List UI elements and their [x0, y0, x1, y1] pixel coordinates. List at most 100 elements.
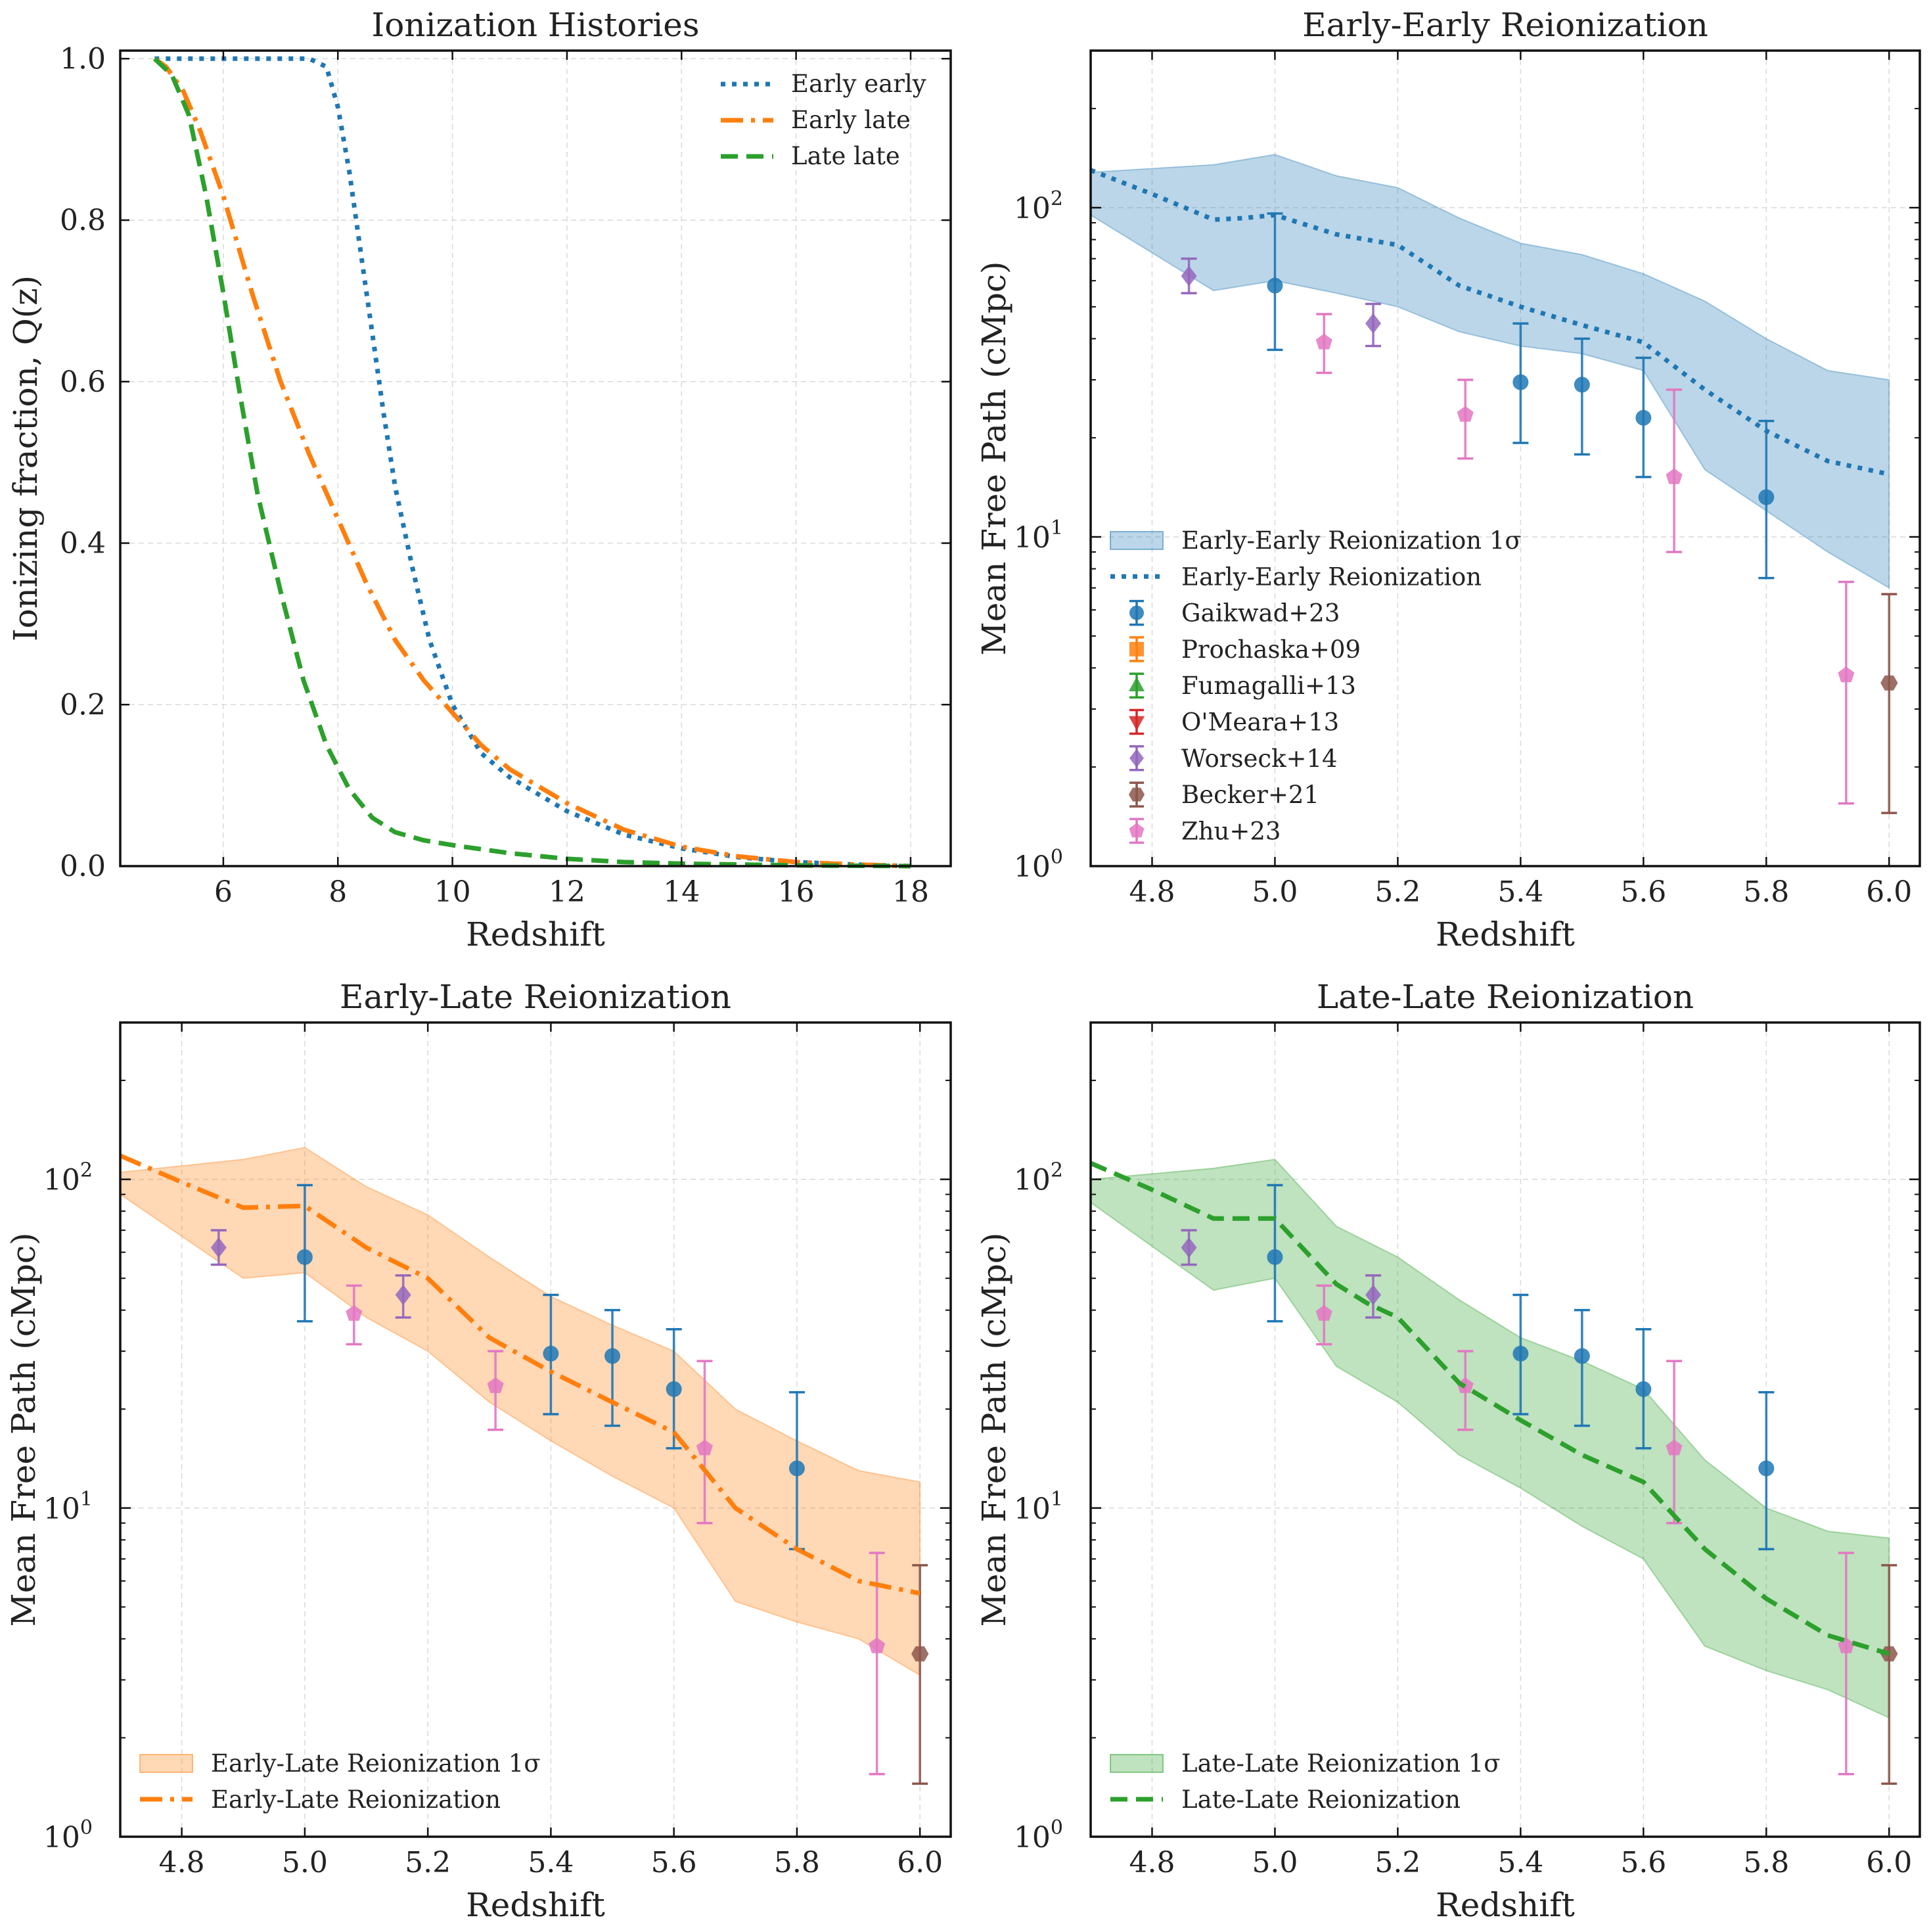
data-point-zhu-23	[696, 1360, 713, 1525]
y-tick-label: 0.8	[60, 204, 106, 237]
marker	[1838, 666, 1855, 683]
legend-marker	[1128, 677, 1145, 691]
data-point-worseck-14	[210, 1229, 227, 1266]
series-line	[153, 57, 911, 869]
data-point-worseck-14	[1365, 302, 1382, 348]
legend-swatch	[1110, 1754, 1164, 1773]
marker	[1315, 1305, 1332, 1321]
y-tick-label: 101	[1014, 517, 1063, 555]
legend-entry: Gaikwad+23	[1129, 599, 1340, 628]
marker	[543, 1345, 559, 1362]
marker	[1666, 1439, 1683, 1456]
legend-label: Late-Late Reionization	[1181, 1785, 1461, 1814]
x-tick-label: 6.0	[897, 1846, 943, 1879]
marker	[869, 1637, 886, 1653]
data-point-zhu-23	[487, 1350, 504, 1431]
panel-p3: 4.8 5.0 5.2 5.4 5.6 5.8 6.0100101102Early-Late…	[5, 978, 952, 1924]
legend-label: Early-Early Reionization	[1181, 563, 1482, 591]
x-tick-label: 4.8	[1129, 875, 1175, 909]
legend-label: Late-Late Reionization 1σ	[1181, 1749, 1501, 1778]
data-point-gaikwad-23	[1267, 1184, 1283, 1323]
marker	[1181, 265, 1197, 287]
marker	[1635, 409, 1652, 426]
y-tick-exponent: 1	[1051, 1488, 1063, 1511]
x-tick-label: 5.6	[651, 1846, 697, 1879]
data-point-gaikwad-23	[296, 1184, 313, 1323]
y-tick-label: 1.0	[60, 42, 106, 76]
marker	[1758, 489, 1775, 505]
x-tick-label: 5.4	[1497, 1846, 1543, 1879]
y-tick-exponent: 0	[1051, 846, 1063, 869]
x-tick-label: 5.0	[1252, 875, 1298, 909]
x-tick-label: 18	[892, 875, 929, 909]
data-point-zhu-23	[1315, 1284, 1332, 1346]
x-tick-label: 5.2	[405, 1846, 451, 1879]
data-point-zhu-23	[1666, 388, 1683, 553]
y-tick-exponent: 1	[80, 1488, 93, 1511]
y-tick-base: 10	[43, 1164, 80, 1197]
legend-label: Worseck+14	[1181, 745, 1338, 773]
y-tick-base: 10	[1014, 192, 1051, 225]
legend: Early-Early Reionization 1σ Early-Early R…	[1110, 526, 1522, 845]
data-point-zhu-23	[1457, 379, 1474, 460]
data-point-worseck-14	[1181, 1229, 1197, 1266]
x-tick-label: 5.4	[528, 1846, 574, 1879]
x-tick-label: 5.0	[1252, 1846, 1298, 1879]
y-tick-label: 0.4	[60, 527, 106, 561]
data-point-becker-21	[1880, 593, 1898, 814]
marker	[487, 1377, 504, 1393]
legend-label: Early-Early Reionization 1σ	[1181, 526, 1522, 555]
data-point-gaikwad-23	[1512, 322, 1529, 444]
series-line	[154, 56, 911, 869]
data-point-gaikwad-23	[1574, 337, 1590, 456]
marker	[1365, 1284, 1382, 1306]
y-axis-label: Mean Free Path (cMpc)	[5, 1233, 43, 1627]
data-point-gaikwad-23	[1635, 1327, 1652, 1450]
marker	[911, 1646, 929, 1662]
y-tick-base: 10	[1014, 1821, 1051, 1854]
x-tick-label: 5.2	[1374, 875, 1420, 909]
plot-frame	[1089, 1021, 1921, 1838]
data-point-gaikwad-23	[666, 1327, 682, 1450]
x-tick-label: 5.8	[1743, 1846, 1789, 1879]
marker	[788, 1460, 805, 1477]
legend-entry: Becker+21	[1128, 781, 1319, 809]
legend: Early early Early late Late late	[721, 70, 926, 170]
data-point-gaikwad-23	[604, 1308, 621, 1427]
marker	[1365, 313, 1382, 334]
data-point-zhu-23	[1838, 580, 1855, 805]
legend-marker	[1129, 641, 1144, 656]
data-point-zhu-23	[346, 1284, 363, 1346]
marker	[666, 1381, 682, 1397]
marker	[1457, 405, 1474, 422]
x-tick-label: 5.6	[1620, 1846, 1666, 1879]
y-tick-label: 101	[43, 1488, 93, 1526]
x-tick-label: 5.8	[774, 1846, 820, 1879]
data-point-zhu-23	[1315, 313, 1332, 375]
panel-p4: 4.8 5.0 5.2 5.4 5.6 5.8 6.0100101102Late-Late …	[975, 978, 1921, 1924]
legend-label: Becker+21	[1181, 781, 1319, 809]
marker	[1574, 377, 1590, 393]
x-tick-label: 4.8	[159, 1846, 205, 1879]
panel-title: Late-Late Reionization	[1317, 978, 1694, 1016]
legend-entry: Zhu+23	[1129, 817, 1281, 845]
marker	[1267, 1249, 1283, 1265]
x-tick-label: 8	[329, 875, 347, 909]
x-tick-label: 16	[778, 875, 815, 909]
y-tick-exponent: 1	[1051, 517, 1063, 540]
y-tick-label: 0.2	[60, 688, 106, 722]
panel-p2: 4.8 5.0 5.2 5.4 5.6 5.8 6.0100101102Early-Earl…	[975, 6, 1921, 954]
y-axis-label: Mean Free Path (cMpc)	[975, 1233, 1013, 1627]
legend-swatch	[1110, 531, 1164, 550]
x-tick-label: 6.0	[1866, 875, 1912, 909]
legend-label: Early-Late Reionization 1σ	[211, 1749, 541, 1778]
legend-label: Fumagalli+13	[1181, 672, 1356, 700]
legend-label: Gaikwad+23	[1181, 599, 1340, 628]
y-tick-base: 10	[43, 1821, 80, 1854]
marker	[1635, 1381, 1652, 1397]
x-tick-label: 14	[663, 875, 700, 909]
marker	[1512, 374, 1529, 390]
legend-entry: O'Meara+13	[1128, 708, 1339, 737]
plot-frame	[119, 1021, 952, 1838]
marker	[1267, 277, 1283, 294]
